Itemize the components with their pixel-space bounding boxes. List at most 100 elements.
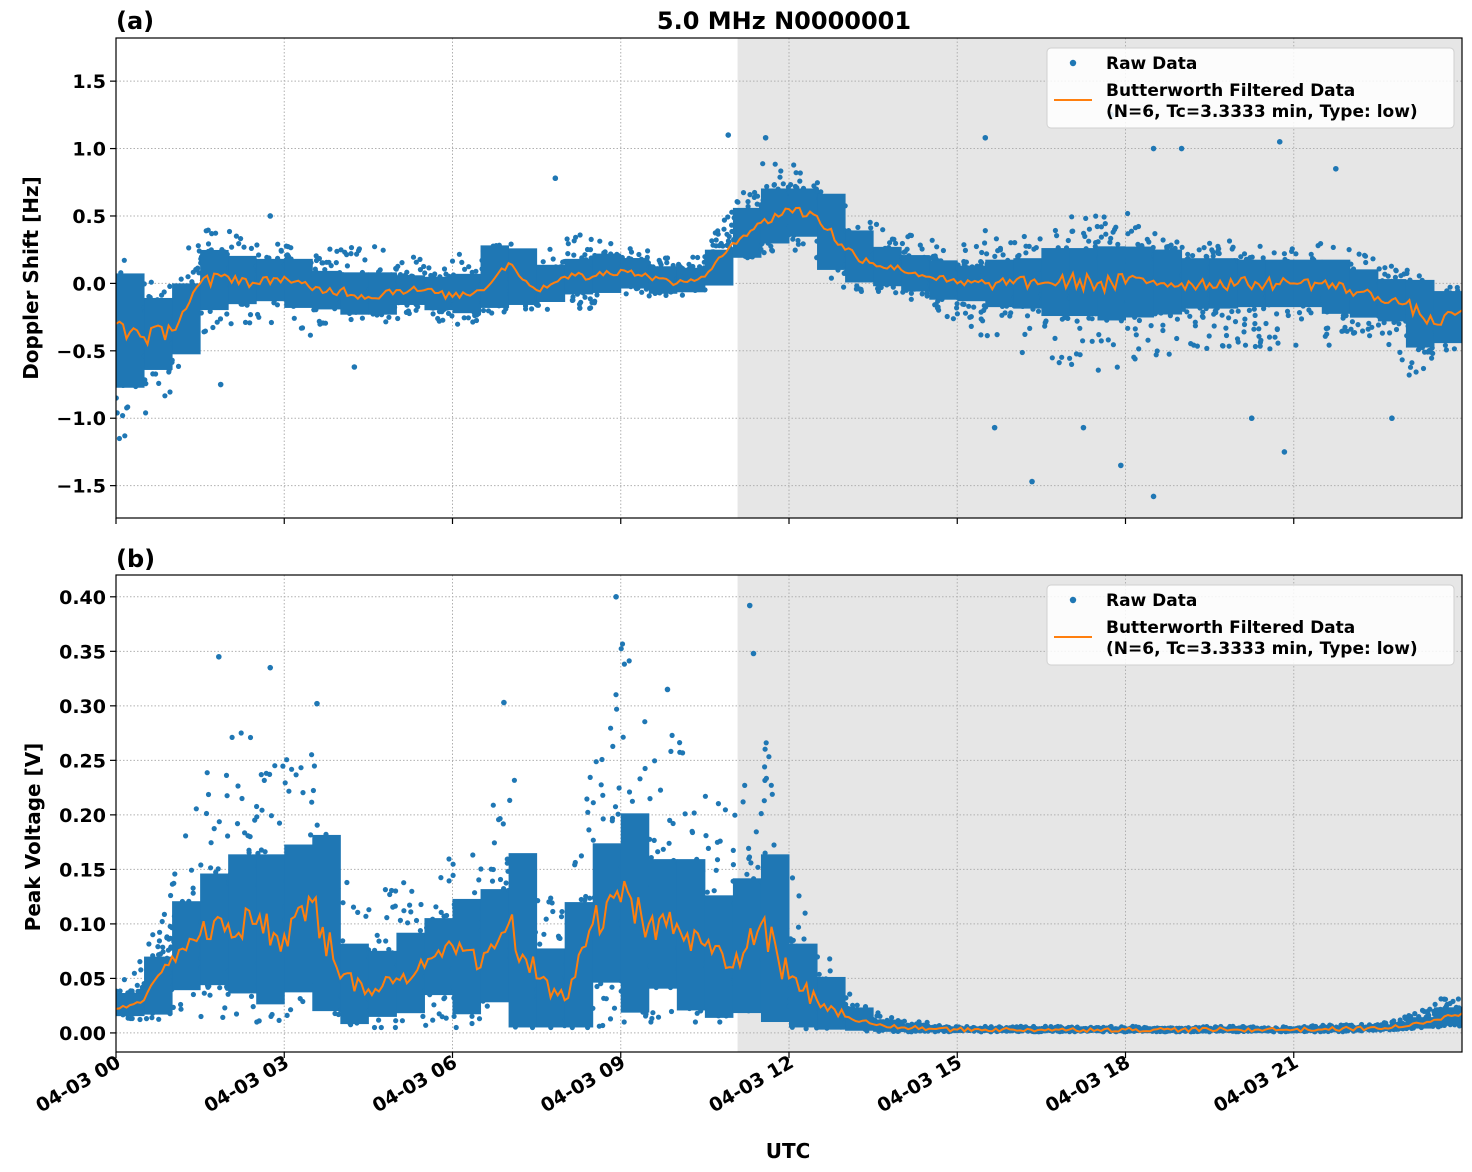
- raw-data-point: [979, 249, 985, 256]
- raw-data-point: [327, 246, 333, 252]
- raw-data-point: [1413, 369, 1419, 375]
- y-tick-label: −1.0: [56, 408, 106, 430]
- raw-data-band: [340, 272, 369, 315]
- raw-data-band: [256, 854, 285, 1005]
- y-tick-label: 0.15: [59, 859, 106, 881]
- raw-data-point: [800, 241, 806, 247]
- raw-data-point: [1095, 367, 1101, 373]
- raw-data-point: [1188, 341, 1194, 347]
- raw-data-point: [137, 959, 143, 965]
- raw-data-point: [220, 1014, 226, 1021]
- raw-data-point: [1166, 351, 1172, 357]
- raw-data-band: [200, 249, 229, 311]
- raw-data-point: [758, 246, 764, 253]
- raw-data-point: [340, 938, 346, 944]
- raw-data-point: [962, 247, 969, 253]
- raw-data-point: [190, 890, 196, 896]
- raw-data-point: [1257, 339, 1263, 345]
- raw-data-point: [1179, 244, 1185, 250]
- raw-data-point: [919, 291, 925, 297]
- raw-data-point: [994, 332, 1000, 338]
- raw-data-point: [1223, 332, 1230, 339]
- raw-data-point: [399, 260, 405, 266]
- raw-data-point: [465, 315, 471, 321]
- raw-data-point: [386, 314, 392, 320]
- raw-data-point: [276, 1017, 282, 1024]
- raw-data-point: [962, 310, 969, 316]
- raw-data-point: [529, 306, 535, 312]
- raw-data-point: [497, 876, 504, 883]
- raw-data-point: [1132, 225, 1139, 231]
- raw-data-point: [655, 1014, 662, 1020]
- raw-data-point: [1000, 252, 1006, 258]
- raw-data-point: [1098, 338, 1104, 344]
- raw-data-outlier: [1150, 493, 1157, 500]
- raw-data-band: [1433, 291, 1462, 344]
- raw-data-point: [771, 182, 777, 188]
- raw-data-point: [1062, 315, 1068, 321]
- raw-data-point: [935, 298, 941, 304]
- raw-data-point: [954, 311, 961, 317]
- raw-data-point: [1425, 349, 1431, 355]
- raw-data-point: [198, 1013, 204, 1020]
- raw-data-point: [470, 852, 476, 858]
- raw-data-point: [1393, 326, 1400, 333]
- raw-data-point: [161, 289, 167, 295]
- raw-data-point: [586, 827, 592, 833]
- raw-data-outlier: [351, 364, 358, 370]
- raw-data-point: [146, 293, 152, 300]
- y-tick-label: 1.5: [72, 71, 106, 93]
- raw-data-point: [205, 241, 212, 247]
- raw-data-point: [540, 259, 546, 265]
- raw-data-point: [390, 904, 396, 910]
- raw-data-point: [134, 982, 140, 988]
- raw-data-point: [143, 410, 149, 416]
- raw-data-point: [159, 918, 165, 925]
- raw-data-point: [764, 183, 770, 190]
- raw-data-point: [408, 909, 414, 915]
- raw-data-point: [217, 316, 224, 322]
- raw-data-point: [401, 908, 407, 914]
- raw-data-point: [234, 821, 241, 827]
- raw-data-point: [1355, 322, 1361, 328]
- raw-data-point: [944, 313, 950, 320]
- raw-data-point: [745, 203, 751, 210]
- raw-data-outlier: [1281, 449, 1288, 455]
- raw-data-point: [280, 763, 286, 769]
- raw-data-point: [476, 1016, 483, 1022]
- raw-data-point: [961, 301, 967, 307]
- raw-data-point: [247, 320, 253, 326]
- raw-data-point: [572, 862, 578, 868]
- raw-data-point: [359, 315, 365, 321]
- raw-data-point: [615, 811, 621, 817]
- raw-data-point: [193, 806, 199, 812]
- raw-data-point: [537, 941, 543, 947]
- raw-data-point: [1385, 273, 1391, 279]
- raw-data-point: [550, 256, 556, 262]
- raw-data-band: [396, 932, 425, 1014]
- raw-data-point: [954, 305, 960, 311]
- raw-data-point: [919, 246, 925, 252]
- raw-data-point: [735, 199, 741, 205]
- raw-data-point: [450, 861, 456, 867]
- raw-data-point: [1086, 315, 1092, 321]
- raw-data-point: [668, 748, 674, 755]
- raw-data-point: [663, 292, 669, 298]
- raw-data-point: [167, 389, 173, 395]
- raw-data-point: [729, 222, 735, 228]
- raw-data-outlier: [1178, 145, 1185, 152]
- raw-data-point: [392, 1024, 398, 1031]
- raw-data-point: [565, 241, 571, 247]
- raw-data-point: [1274, 311, 1280, 317]
- raw-data-point: [1257, 243, 1263, 249]
- raw-data-point: [642, 765, 648, 772]
- y-tick-label: 0.0: [72, 273, 106, 295]
- raw-data-point: [609, 984, 615, 990]
- legend-filtered-params: (N=6, Tc=3.3333 min, Type: low): [1106, 102, 1418, 122]
- raw-data-point: [556, 935, 562, 941]
- raw-data-point: [907, 232, 913, 238]
- raw-data-point: [664, 255, 671, 261]
- raw-data-point: [1415, 347, 1422, 353]
- raw-data-point: [229, 244, 235, 250]
